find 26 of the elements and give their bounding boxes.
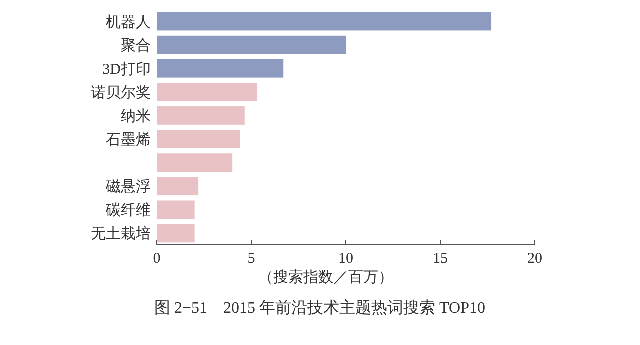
bar [157,177,199,196]
y-tick-label: 3D打印 [102,60,151,78]
bar [157,224,195,243]
x-tick-label: 5 [248,251,256,267]
y-tick-label: 石墨烯 [106,132,151,149]
y-tick-label: 磁悬浮 [105,178,151,196]
bar [157,59,284,78]
y-tick-label: 纳米 [121,108,151,125]
bar [157,106,245,125]
y-tick-label: 机器人 [106,14,151,31]
x-tick-label: 20 [528,251,542,267]
bar [157,12,492,31]
bar [157,36,346,54]
bar [157,82,258,102]
bar [157,200,195,220]
y-tick-label: 聚合 [121,37,151,54]
x-tick-label: 15 [433,251,448,267]
bar [157,130,240,148]
x-tick-label: 0 [153,251,161,267]
x-axis-title: （搜索指数／百万） [258,269,394,286]
y-tick-label: 碳纤维 [105,202,151,220]
y-tick-label: 无土栽培 [91,226,151,243]
text: 图 2−51 2015 年前沿技术主题热词搜索 TOP10 [154,299,486,317]
bar [157,154,233,172]
y-tick-label: 诺贝尔奖 [91,84,151,102]
x-tick-label: 10 [338,251,354,267]
